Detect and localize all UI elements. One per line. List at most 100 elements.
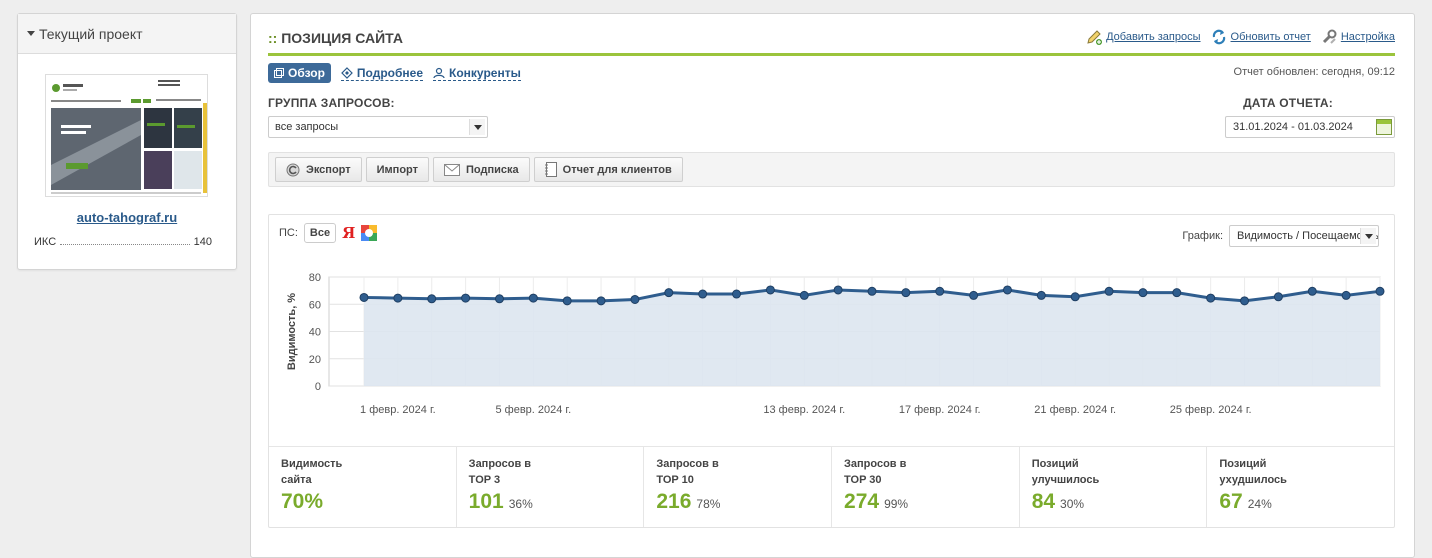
search-engine-filter: ПС: Все Я [279, 223, 378, 243]
iks-row: ИКС 140 [34, 236, 212, 248]
import-button[interactable]: Импорт [365, 157, 430, 182]
google-icon[interactable] [361, 225, 378, 241]
report-date-input[interactable]: 31.01.2024 - 01.03.2024 [1225, 116, 1395, 138]
y-tick-label: 0 [315, 381, 321, 393]
settings-link[interactable]: Настройка [1321, 29, 1395, 45]
stat-label-line1: Видимость [281, 458, 343, 470]
data-point [1104, 286, 1114, 296]
data-point [359, 292, 369, 302]
stat-label: Запросов в TOP 30 [844, 456, 1007, 488]
page-title: :: ПОЗИЦИЯ САЙТА [268, 30, 403, 46]
data-point [1307, 286, 1317, 296]
client-report-button[interactable]: Отчет для клиентов [533, 157, 683, 182]
iks-dots [60, 244, 190, 245]
x-tick-label: 5 февр. 2024 г. [495, 404, 571, 416]
stat-improved: Позиций улучшилось 84 30% [1020, 447, 1208, 527]
data-point [1375, 286, 1385, 296]
iks-value: 140 [193, 236, 212, 248]
x-tick-label: 1 февр. 2024 г. [360, 404, 436, 416]
stat-label-line1: Запросов в [656, 458, 719, 470]
y-tick-label: 80 [309, 272, 321, 284]
title-divider [268, 53, 1395, 56]
stat-label-line2: сайта [281, 474, 312, 486]
data-point [1172, 288, 1182, 298]
data-point [562, 296, 572, 306]
stat-label-line2: улучшилось [1031, 474, 1100, 486]
ps-label: ПС: [279, 227, 298, 239]
x-tick-label: 17 февр. 2024 г. [899, 404, 981, 416]
subscribe-button[interactable]: Подписка [433, 157, 530, 182]
data-point [596, 296, 606, 306]
data-point [427, 294, 437, 304]
tab-competitors-label: Конкуренты [449, 65, 521, 80]
graph-type-select[interactable]: Видимость / Посещаемость [1229, 225, 1379, 247]
current-project-header[interactable]: Текущий проект [18, 14, 236, 54]
user-icon [433, 67, 445, 78]
current-project-title: Текущий проект [39, 25, 143, 42]
ps-all-button[interactable]: Все [303, 223, 337, 243]
graph-label: График: [1182, 230, 1223, 242]
stat-percent: 36% [508, 497, 533, 511]
import-label: Импорт [376, 163, 419, 176]
export-button[interactable]: Экспорт [275, 157, 362, 182]
chevron-down-icon [1360, 228, 1376, 244]
query-group-value: все запросы [275, 121, 339, 133]
tab-details-label: Подробнее [356, 65, 424, 80]
data-point [901, 288, 911, 298]
y-axis-label: Видимость, % [286, 293, 298, 370]
add-queries-link[interactable]: Добавить запросы [1086, 29, 1201, 45]
stat-percent: 78% [696, 497, 721, 511]
envelope-icon [444, 163, 461, 176]
graph-type-row: График: Видимость / Посещаемость [1182, 225, 1379, 247]
stat-value: 67 [1219, 490, 1243, 513]
report-tabs: Обзор Подробнее Конкуренты [268, 63, 521, 83]
chevron-down-icon [469, 119, 485, 135]
data-point [1240, 296, 1250, 306]
yandex-icon[interactable]: Я [342, 224, 356, 242]
tab-overview-label: Обзор [288, 66, 325, 80]
pencil-add-icon [1087, 30, 1103, 45]
y-tick-label: 20 [309, 354, 321, 366]
x-tick-label: 13 февр. 2024 г. [763, 404, 845, 416]
stat-label-line1: Позиций [1219, 458, 1267, 470]
stat-percent: 99% [884, 497, 909, 511]
stat-top10: Запросов в TOP 10 216 78% [644, 447, 833, 527]
stat-label-line2: ухудшилось [1219, 474, 1287, 486]
stat-top30: Запросов в TOP 30 274 99% [832, 447, 1020, 527]
y-tick-label: 60 [309, 299, 321, 311]
y-tick-label: 40 [309, 327, 321, 339]
site-thumbnail-image [46, 75, 207, 196]
calendar-icon[interactable] [1376, 119, 1392, 135]
stat-label-line2: TOP 10 [656, 474, 694, 486]
stat-worsened: Позиций ухудшилось 67 24% [1207, 447, 1394, 527]
data-point [494, 294, 504, 304]
tab-competitors[interactable]: Конкуренты [433, 66, 521, 81]
data-point [528, 293, 538, 303]
client-report-label: Отчет для клиентов [562, 163, 672, 176]
tab-details[interactable]: Подробнее [340, 65, 424, 81]
refresh-report-link[interactable]: Обновить отчет [1211, 29, 1311, 45]
notebook-icon [544, 162, 557, 177]
site-thumbnail[interactable] [45, 74, 208, 197]
data-point [1341, 290, 1351, 300]
x-tick-label: 25 февр. 2024 г. [1170, 404, 1252, 416]
data-point [698, 289, 708, 299]
data-point [969, 290, 979, 300]
top-actions: Добавить запросы Обновить отчет Настройк… [1086, 29, 1395, 45]
stat-label-line1: Запросов в [844, 458, 907, 470]
data-point [867, 286, 877, 296]
query-group-select[interactable]: все запросы [268, 116, 488, 138]
wrench-icon [1322, 29, 1337, 44]
export-icon [286, 163, 300, 176]
diamond-icon [341, 66, 353, 79]
project-site-link[interactable]: auto-tahograf.ru [76, 210, 178, 225]
stat-value: 274 [844, 490, 880, 513]
stat-value: 101 [468, 490, 504, 513]
report-date-label: ДАТА ОТЧЕТА: [1243, 96, 1333, 110]
data-point [1206, 293, 1216, 303]
data-point [393, 293, 403, 303]
data-point [1138, 288, 1148, 298]
current-project-panel: Текущий проект aut [17, 13, 237, 270]
tab-overview[interactable]: Обзор [268, 63, 331, 83]
data-point [1036, 290, 1046, 300]
